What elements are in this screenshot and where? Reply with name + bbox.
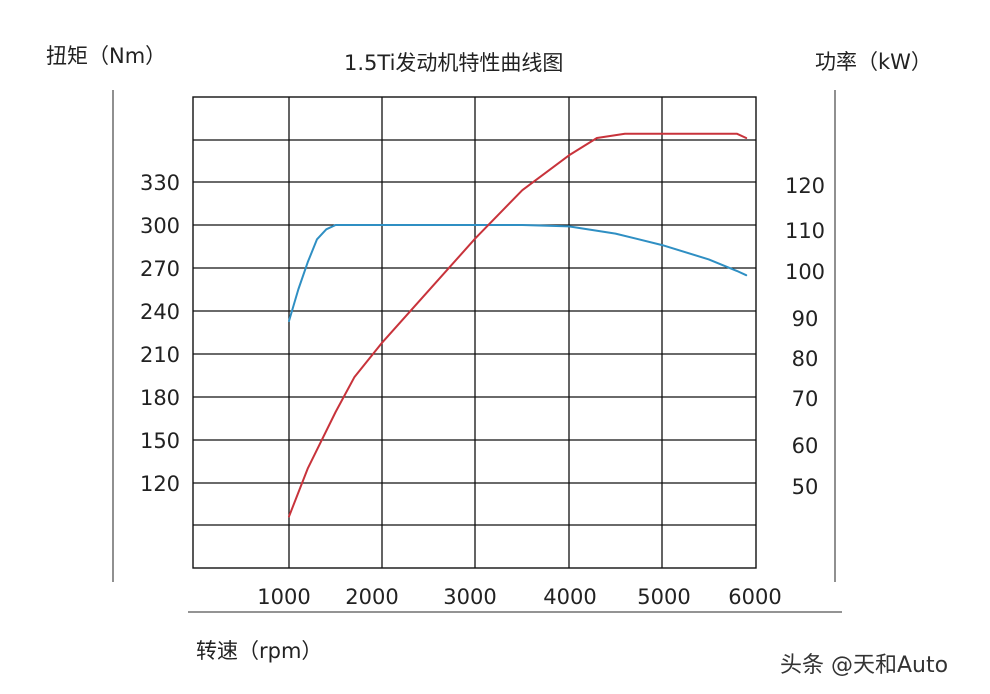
y-right-tick-label: 90 <box>792 307 819 331</box>
left-axis-label: 扭矩（Nm） <box>46 44 167 68</box>
power-curve <box>288 132 748 518</box>
x-tick-label: 3000 <box>443 585 496 609</box>
y-right-tick-label: 50 <box>792 475 819 499</box>
x-tick-label: 2000 <box>345 585 398 609</box>
right-axis-label: 功率（kW） <box>815 50 932 74</box>
x-tick-label: 1000 <box>257 585 310 609</box>
y-left-tick-label: 120 <box>140 472 180 496</box>
x-tick-label: 6000 <box>728 585 781 609</box>
y-left-tick-label: 150 <box>140 429 180 453</box>
x-tick-label: 4000 <box>543 585 596 609</box>
chart-title: 1.5Ti发动机特性曲线图 <box>344 51 564 75</box>
torque-curve <box>288 224 748 322</box>
y-left-tick-label: 300 <box>140 214 180 238</box>
y-right-tick-label: 70 <box>792 387 819 411</box>
y-right-tick-label: 100 <box>785 260 825 284</box>
y-right-tick-label: 110 <box>785 219 825 243</box>
y-right-tick-label: 80 <box>792 347 819 371</box>
y-left-tick-label: 270 <box>140 257 180 281</box>
watermark-text: 头条 @天和Auto <box>780 653 949 678</box>
y-right-tick-label: 120 <box>785 174 825 198</box>
y-left-tick-label: 240 <box>140 300 180 324</box>
x-axis-label: 转速（rpm） <box>196 639 323 663</box>
y-right-tick-label: 60 <box>792 434 819 458</box>
y-left-tick-label: 330 <box>140 171 180 195</box>
y-left-tick-label: 210 <box>140 343 180 367</box>
y-left-tick-label: 180 <box>140 386 180 410</box>
x-tick-label: 5000 <box>637 585 690 609</box>
